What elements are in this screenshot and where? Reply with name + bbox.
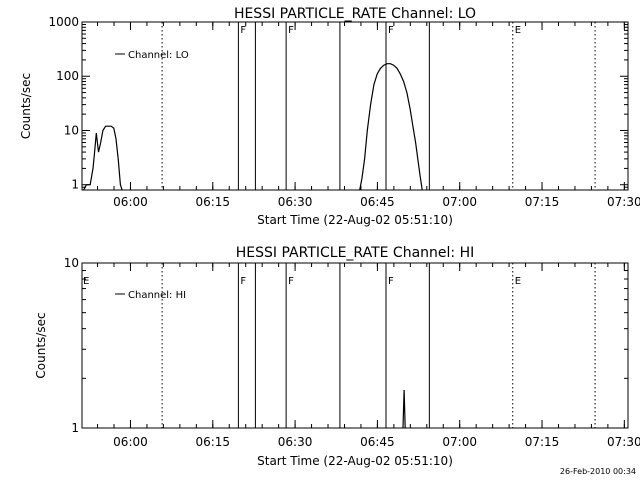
chart-title: HESSI PARTICLE_RATE Channel: HI	[236, 245, 474, 261]
plot-frame	[81, 21, 629, 191]
y-tick-label: 1000	[48, 15, 79, 29]
x-axis-label: Start Time (22-Aug-02 05:51:10)	[257, 213, 453, 227]
event-marker-label: F	[388, 25, 394, 36]
y-axis-label: Counts/sec	[34, 312, 48, 378]
eclipse-marker-label: E	[515, 25, 521, 36]
series-line	[401, 389, 407, 428]
event-marker-label: F	[388, 276, 394, 287]
x-tick-label: 07:00	[442, 435, 477, 449]
x-tick-label: 06:45	[360, 195, 395, 209]
x-axis-label: Start Time (22-Aug-02 05:51:10)	[257, 454, 453, 468]
eclipse-marker-label: E	[515, 276, 521, 287]
plot-frame	[81, 262, 629, 429]
x-tick-label: 06:15	[195, 435, 230, 449]
y-tick-label: 1	[71, 178, 79, 192]
y-tick-label: 10	[64, 123, 79, 137]
x-tick-label: 06:30	[278, 435, 313, 449]
event-marker-label: F	[288, 276, 294, 287]
x-tick-label: 06:00	[113, 435, 148, 449]
y-axis-label: Counts/sec	[19, 73, 33, 139]
x-tick-label: 06:30	[278, 195, 313, 209]
panel-lo: HESSI PARTICLE_RATE Channel: LO Counts/se…	[19, 6, 640, 227]
x-tick-label: 07:30	[607, 195, 640, 209]
legend-label: Channel: HI	[128, 290, 186, 301]
x-tick-label: 07:15	[525, 435, 560, 449]
x-tick-label: 07:00	[442, 195, 477, 209]
y-tick-label: 1	[71, 421, 79, 435]
chart-title: HESSI PARTICLE_RATE Channel: LO	[234, 6, 476, 22]
series-line	[83, 63, 423, 190]
x-tick-label: 06:45	[360, 435, 395, 449]
event-marker-label: F	[288, 25, 294, 36]
x-tick-label: 06:15	[195, 195, 230, 209]
legend-label: Channel: LO	[128, 50, 189, 61]
panel-hi: HESSI PARTICLE_RATE Channel: HI Counts/se…	[34, 245, 640, 468]
x-tick-label: 06:00	[113, 195, 148, 209]
y-tick-label: 10	[64, 256, 79, 270]
y-tick-label: 100	[56, 69, 79, 83]
footer-timestamp: 26-Feb-2010 00:34	[560, 467, 636, 476]
x-tick-label: 07:30	[607, 435, 640, 449]
event-marker-label: F	[240, 276, 246, 287]
edge-marker-label: E	[83, 276, 89, 287]
x-tick-label: 07:15	[525, 195, 560, 209]
event-marker-label: F	[240, 25, 246, 36]
